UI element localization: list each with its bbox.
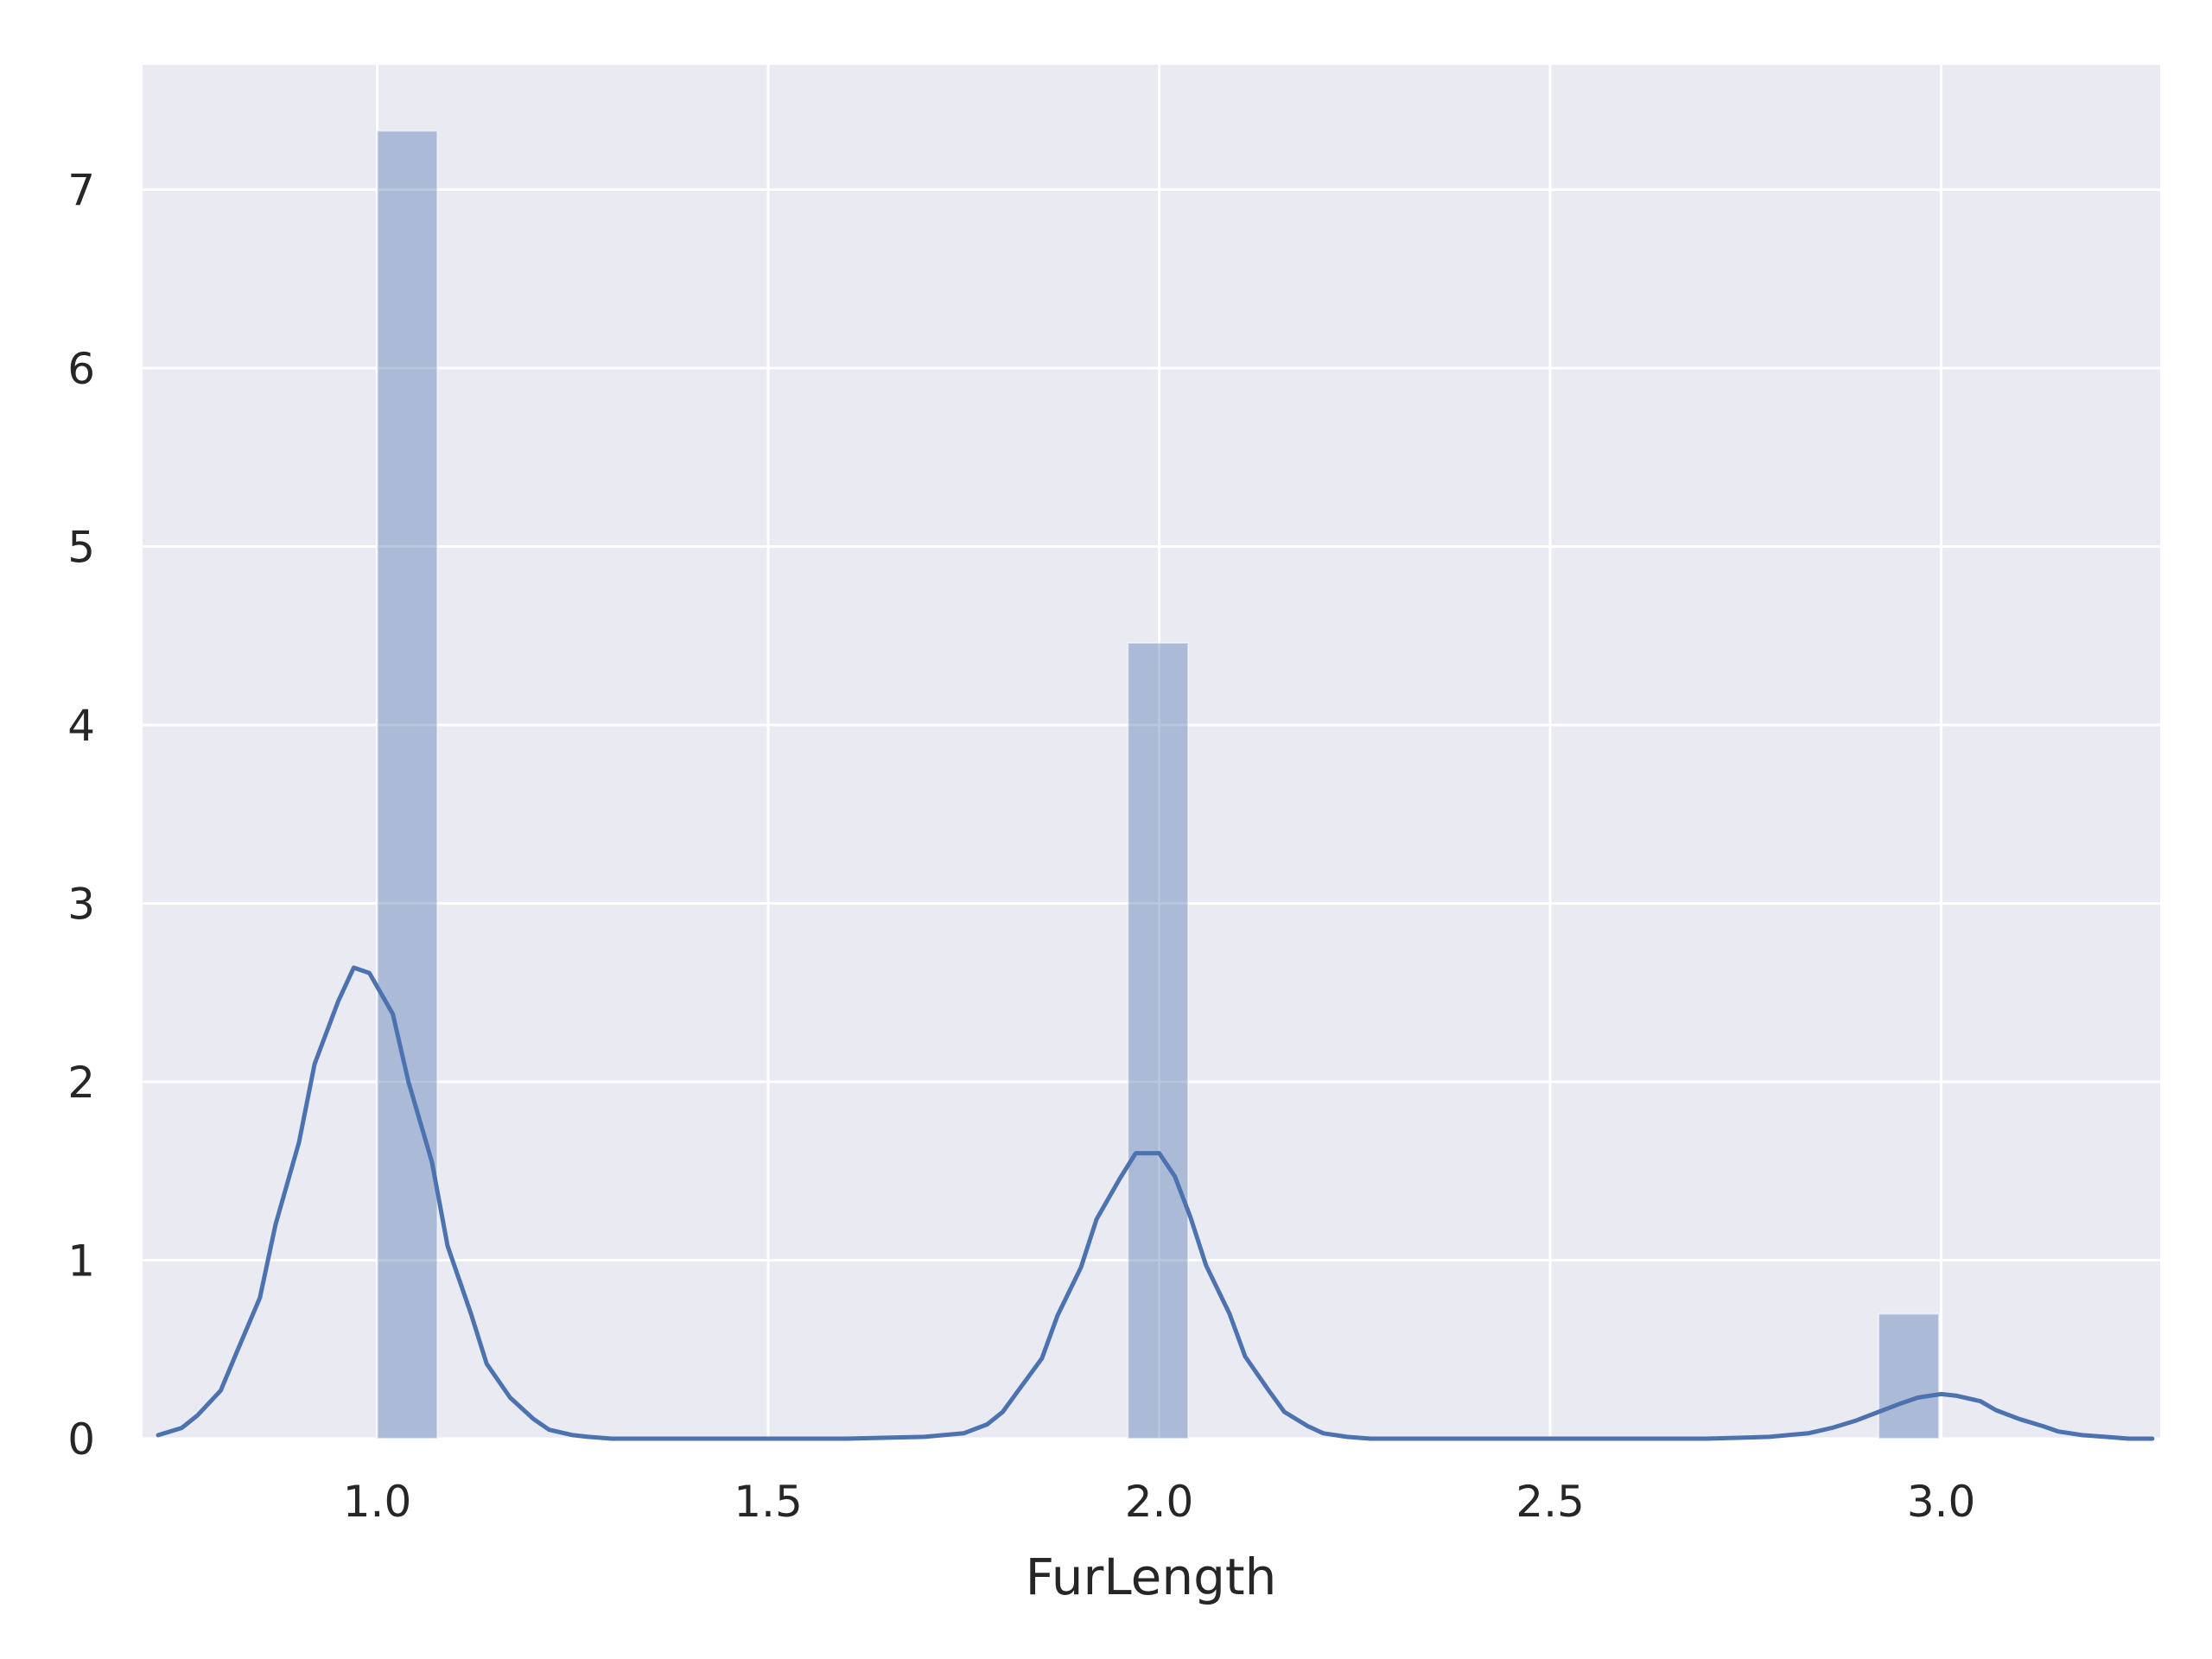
histogram-bar-2 [1878,1313,1940,1440]
histogram-bar-0 [376,130,439,1440]
x-tick-label-2: 2.0 [1125,1477,1194,1527]
plot-background [143,65,2160,1439]
x-tick-labels: 1.0 1.5 2.0 2.5 3.0 [343,1477,1976,1527]
histogram-bar-1 [1127,642,1190,1440]
y-tick-label-3: 3 [67,880,95,930]
x-axis-title: FurLength [1026,1548,1277,1606]
y-tick-label-7: 7 [67,166,95,216]
kde-curve [156,965,2155,1441]
y-tick-label-1: 1 [67,1236,95,1287]
kde-line-0 [156,965,2155,1441]
grid-lines [143,65,2160,1440]
y-tick-label-5: 5 [67,523,95,573]
x-tick-label-1: 1.5 [734,1477,803,1527]
histogram-bars [376,130,1940,1440]
y-tick-labels: 0 1 2 3 4 5 6 7 [67,166,95,1465]
y-tick-label-0: 0 [67,1414,95,1465]
x-tick-label-0: 1.0 [343,1477,412,1527]
x-tick-label-3: 2.5 [1516,1477,1585,1527]
y-tick-label-6: 6 [67,344,95,394]
x-tick-label-4: 3.0 [1907,1477,1976,1527]
y-tick-label-4: 4 [67,701,95,751]
y-tick-label-2: 2 [67,1058,95,1108]
